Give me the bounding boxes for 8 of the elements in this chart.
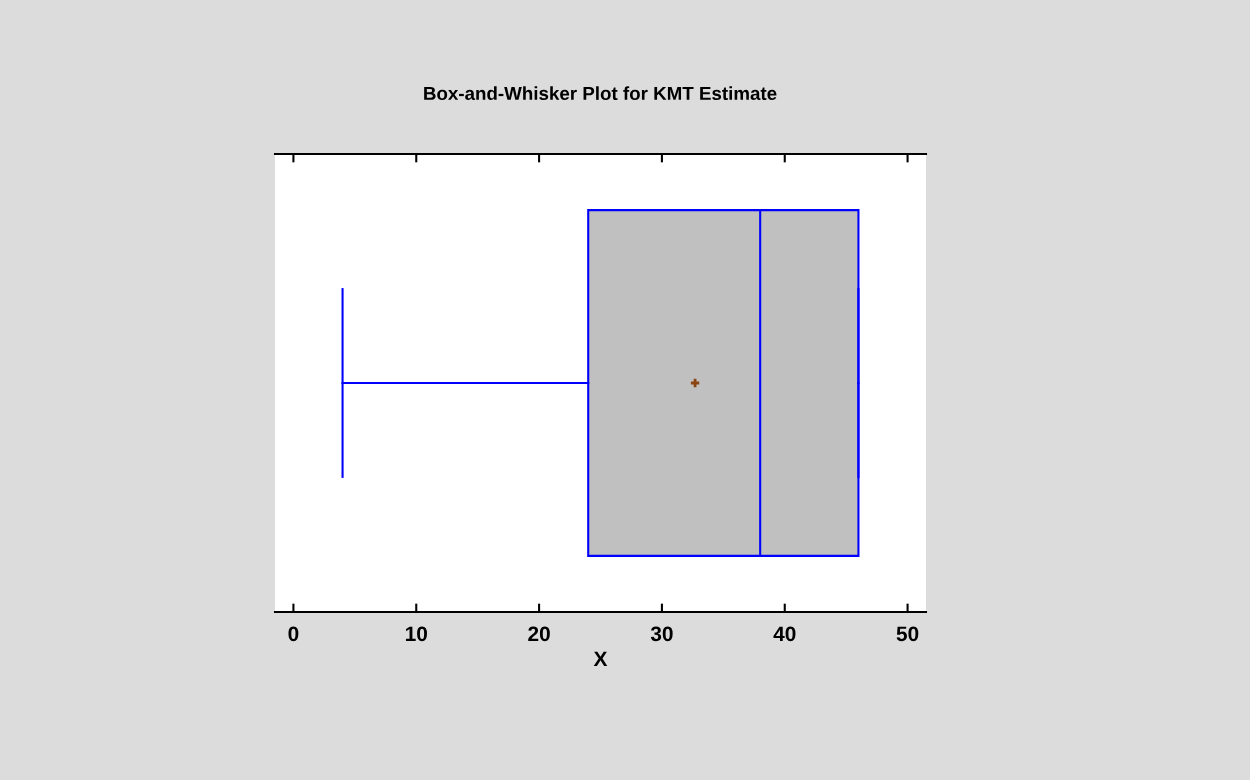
chart-title: Box-and-Whisker Plot for KMT Estimate	[424, 86, 777, 101]
x-tick-label: 0	[288, 626, 299, 642]
x-axis-title: X	[593, 651, 608, 666]
x-tick-label: 50	[896, 626, 919, 642]
x-tick-label: 40	[773, 626, 796, 642]
x-tick-label: 20	[528, 626, 550, 642]
x-tick-label: 10	[405, 626, 427, 642]
x-tick-label: 30	[650, 626, 673, 642]
